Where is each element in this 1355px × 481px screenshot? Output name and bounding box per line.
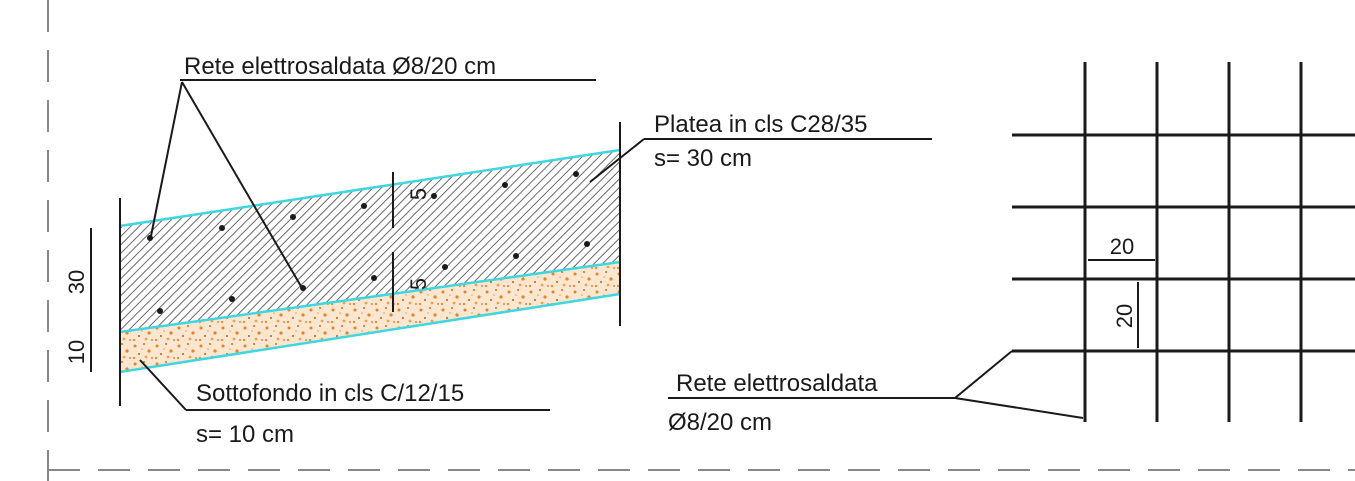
rebar-dot: [431, 193, 437, 199]
rebar-dot: [442, 264, 448, 270]
platea-thickness-label: 30: [64, 270, 89, 294]
rete-right-leader-2: [954, 397, 1084, 419]
mesh-grid: [1012, 62, 1355, 422]
rebar-dot: [584, 241, 590, 247]
platea-label-line2: s= 30 cm: [654, 145, 752, 172]
rebar-dots: [147, 171, 590, 314]
rebar-dot: [361, 203, 367, 209]
sottofondo-leader: [139, 359, 187, 411]
rebar-dot: [147, 235, 153, 241]
cover-top-label: 5: [406, 188, 431, 200]
rebar-dot: [229, 296, 235, 302]
sottofondo-label-line1: Sottofondo in cls C/12/15: [196, 380, 464, 407]
platea-bottom-edge: [119, 260, 621, 334]
rebar-dot: [502, 182, 508, 188]
slab-edges: [119, 148, 621, 374]
sottofondo-bottom-edge: [119, 292, 621, 374]
rete-right-label-line1: Rete elettrosaldata: [676, 370, 878, 397]
rete-top-leader-2: [181, 81, 303, 289]
cover-bottom-label: 5: [406, 278, 431, 290]
rebar-dot: [219, 225, 225, 231]
rebar-dot: [290, 214, 296, 220]
sottofondo-layer: [120, 262, 620, 372]
rebar-dot: [157, 308, 163, 314]
sottofondo-thickness-label: 10: [64, 340, 89, 364]
platea-leader: [589, 138, 645, 183]
mesh-spacing-horizontal-label: 20: [1110, 234, 1134, 259]
sottofondo-label-line2: s= 10 cm: [196, 421, 294, 448]
frame-lines: [47, 0, 1355, 481]
mesh-spacing-vertical-label: 20: [1112, 304, 1137, 328]
rete-right-leader-1: [954, 350, 1013, 399]
rebar-dot: [371, 275, 377, 281]
platea-top-edge: [119, 148, 621, 228]
rete-top-leader-1: [150, 81, 183, 237]
rebar-dot: [513, 253, 519, 259]
rebar-dot: [573, 171, 579, 177]
rete-right-label-line2: Ø8/20 cm: [668, 409, 772, 436]
rete-top-label: Rete elettrosaldata Ø8/20 cm: [184, 53, 496, 80]
platea-label-line1: Platea in cls C28/35: [654, 111, 867, 138]
platea-layer: [120, 150, 620, 332]
